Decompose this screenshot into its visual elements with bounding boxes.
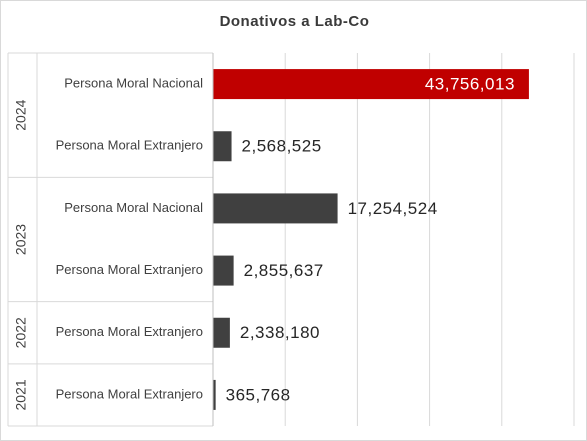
group-label: 2023 [13,224,29,255]
category-label: Persona Moral Extranjero [56,324,203,339]
category-label: Persona Moral Nacional [64,76,203,91]
data-label: 17,254,524 [348,199,438,218]
data-label: 2,568,525 [242,137,322,156]
bar [213,379,216,410]
data-label: 2,855,637 [244,261,324,280]
category-label: Persona Moral Extranjero [56,262,203,277]
data-label: 43,756,013 [425,75,515,94]
bar [213,255,234,286]
category-label: Persona Moral Nacional [64,200,203,215]
data-label: 2,338,180 [240,323,320,342]
bar [213,69,529,100]
bar [213,131,232,162]
chart-title: Donativos a Lab-Co [219,13,370,30]
category-label: Persona Moral Extranjero [56,386,203,401]
bar [213,317,230,348]
bar [213,193,338,224]
group-label: 2021 [13,379,29,410]
category-label: Persona Moral Extranjero [56,138,203,153]
data-label: 365,768 [226,385,291,404]
group-label: 2024 [13,99,29,130]
group-label: 2022 [13,317,29,348]
